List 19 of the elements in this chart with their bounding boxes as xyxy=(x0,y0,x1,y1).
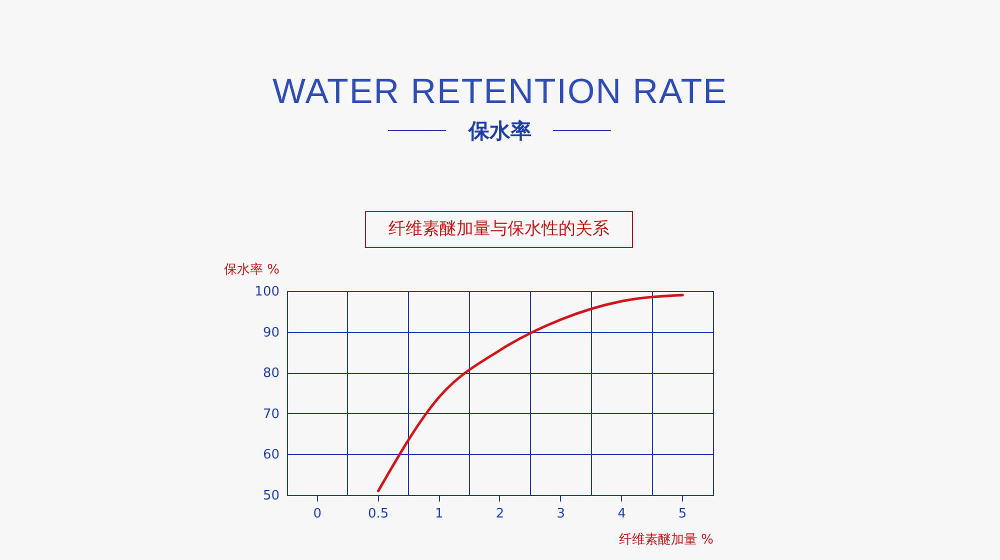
x-tick-label: 1 xyxy=(435,506,444,522)
x-tick-label: 3 xyxy=(556,506,565,522)
y-tick-label: 90 xyxy=(262,325,280,340)
x-tick-label: 2 xyxy=(496,506,504,522)
chart-title: WATER RETENTION RATE xyxy=(272,72,728,112)
text: 纤维素醚加量与保水性的关系 xyxy=(365,211,633,248)
y-tick-label: 80 xyxy=(262,366,280,382)
x-tick-label: 5 xyxy=(678,506,687,522)
y-axis-title: 保水率 % xyxy=(224,262,280,278)
y-tick-label: 50 xyxy=(262,488,280,504)
line-series xyxy=(376,294,684,492)
x-tick-label: 0 xyxy=(313,506,322,522)
x-tick-label: 4 xyxy=(618,506,626,522)
y-tick-label: 70 xyxy=(262,406,280,422)
y-tick-label: 60 xyxy=(262,448,280,463)
x-tick-label: 0.5 xyxy=(368,506,389,522)
x-axis-title: 纤维素醚加量 % xyxy=(619,532,714,548)
chart-subtitle: 保水率 xyxy=(467,118,532,145)
y-tick-label: 100 xyxy=(254,284,280,300)
